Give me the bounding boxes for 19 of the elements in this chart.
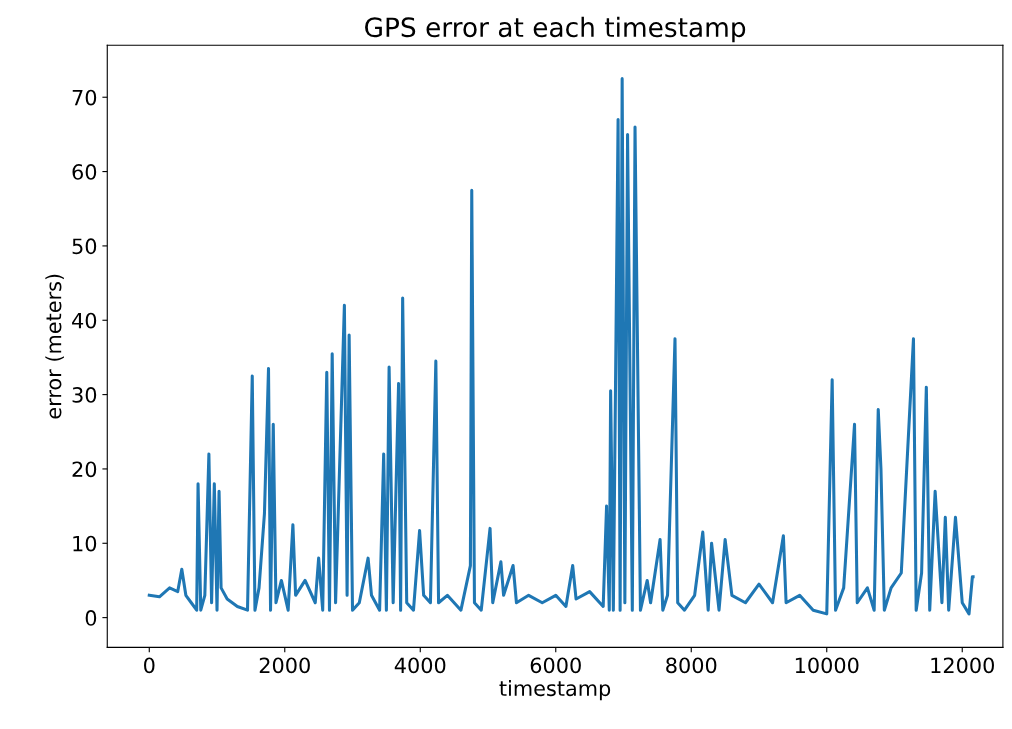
- chart-title: GPS error at each timestamp: [365, 16, 746, 43]
- y-axis-title: error (meters): [45, 274, 64, 419]
- y-tick-label: 30: [72, 387, 97, 403]
- y-tick-label: 20: [72, 461, 97, 478]
- x-tick-label: 4000: [394, 657, 446, 674]
- y-tick-label: 40: [72, 312, 97, 329]
- x-tick-label: 0: [144, 657, 155, 674]
- y-tick-label: 70: [72, 89, 97, 106]
- x-tick-label: 12000: [931, 657, 994, 674]
- y-tick-label: 50: [72, 238, 97, 255]
- y-tick-label: 0: [85, 610, 97, 626]
- y-tick-label: 60: [72, 164, 97, 180]
- y-tick-label: 10: [73, 535, 97, 552]
- x-axis-title: timestamp: [499, 680, 611, 701]
- x-tick-label: 10000: [795, 657, 859, 674]
- line-series: [147, 77, 975, 616]
- x-tick-label: 2000: [259, 657, 310, 674]
- x-tick-label: 8000: [666, 657, 717, 674]
- x-tick-label: 6000: [530, 657, 581, 674]
